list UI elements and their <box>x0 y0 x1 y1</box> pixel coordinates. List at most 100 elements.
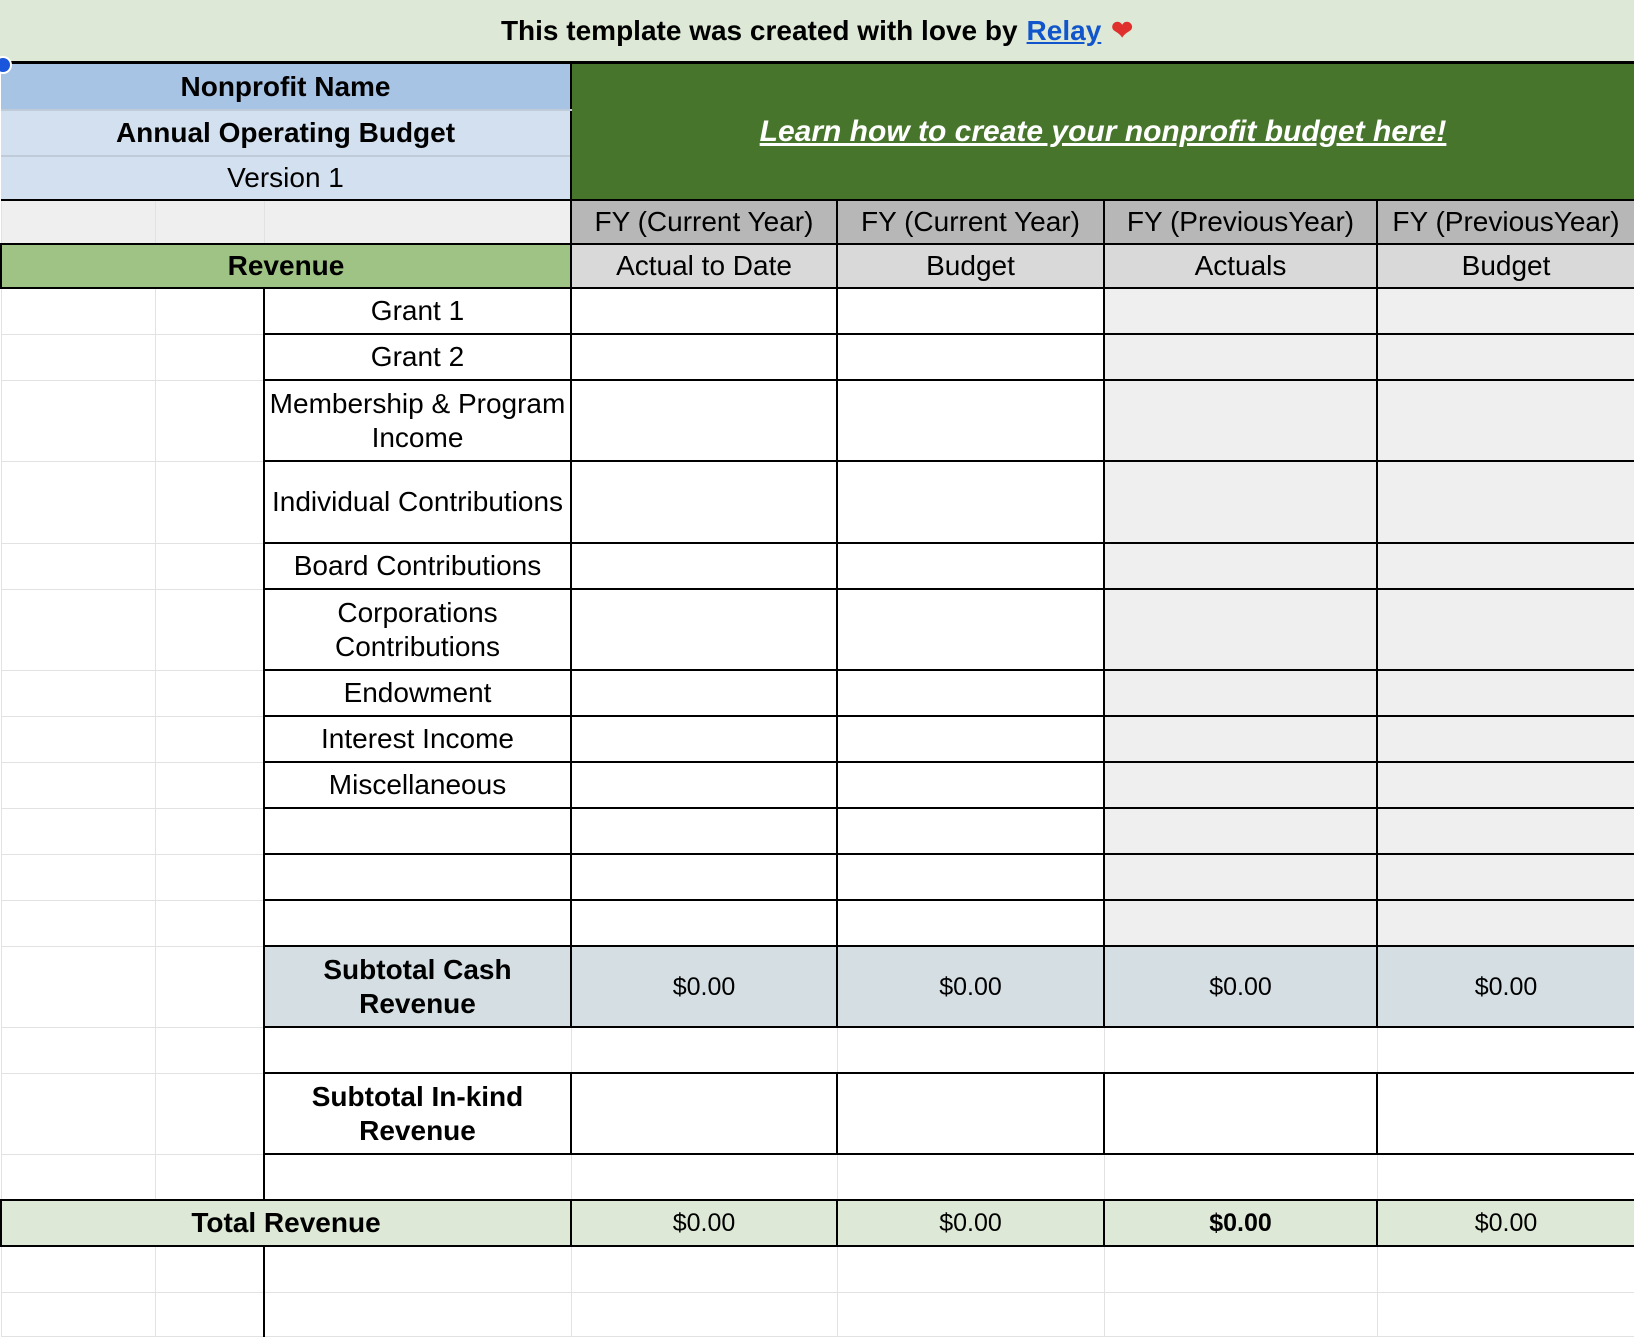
cell[interactable] <box>0 899 156 947</box>
subtotal-inkind-value[interactable] <box>836 1072 1105 1155</box>
total-revenue-value[interactable]: $0.00 <box>1375 1199 1634 1247</box>
value-cell[interactable] <box>1375 807 1634 855</box>
subtotal-inkind-label[interactable]: Subtotal In-kind Revenue <box>263 1072 572 1155</box>
cell[interactable] <box>570 1153 838 1201</box>
cell[interactable] <box>0 1291 156 1337</box>
subtotal-cash-value[interactable]: $0.00 <box>1375 945 1634 1028</box>
value-cell[interactable] <box>1103 588 1378 671</box>
column-year-header[interactable]: FY (Current Year) <box>570 199 838 245</box>
value-cell[interactable] <box>570 761 838 809</box>
row-label[interactable]: Grant 1 <box>263 287 572 335</box>
column-type-header[interactable]: Actuals <box>1103 243 1378 289</box>
value-cell[interactable] <box>570 807 838 855</box>
value-cell[interactable] <box>836 542 1105 590</box>
value-cell[interactable] <box>836 899 1105 947</box>
cell[interactable] <box>263 199 572 245</box>
learn-link-cell[interactable]: Learn how to create your nonprofit budge… <box>569 64 1634 201</box>
cell[interactable] <box>0 761 156 809</box>
total-revenue-value[interactable]: $0.00 <box>1103 1199 1378 1247</box>
selection-handle[interactable] <box>0 56 12 74</box>
value-cell[interactable] <box>1103 460 1378 544</box>
value-cell[interactable] <box>570 379 838 462</box>
value-cell[interactable] <box>1375 460 1634 544</box>
row-label[interactable]: Corporations Contributions <box>263 588 572 671</box>
value-cell[interactable] <box>570 542 838 590</box>
value-cell[interactable] <box>836 669 1105 717</box>
cell[interactable] <box>154 460 265 544</box>
cell[interactable] <box>1103 1245 1378 1293</box>
value-cell[interactable] <box>1103 287 1378 335</box>
value-cell[interactable] <box>836 588 1105 671</box>
value-cell[interactable] <box>570 669 838 717</box>
value-cell[interactable] <box>1103 899 1378 947</box>
section-revenue[interactable]: Revenue <box>0 243 572 289</box>
cell[interactable] <box>0 945 156 1028</box>
cell[interactable] <box>154 807 265 855</box>
row-label[interactable] <box>263 853 572 901</box>
value-cell[interactable] <box>1103 761 1378 809</box>
value-cell[interactable] <box>836 853 1105 901</box>
value-cell[interactable] <box>570 333 838 381</box>
cell[interactable] <box>0 715 156 763</box>
cell[interactable] <box>1376 1245 1634 1293</box>
subtotal-cash-value[interactable]: $0.00 <box>1103 945 1378 1028</box>
budget-title[interactable]: Annual Operating Budget <box>1 110 571 157</box>
column-type-header[interactable]: Budget <box>1375 243 1634 289</box>
row-label[interactable] <box>263 899 572 947</box>
cell[interactable] <box>570 1245 838 1293</box>
value-cell[interactable] <box>836 333 1105 381</box>
subtotal-inkind-value[interactable] <box>570 1072 838 1155</box>
value-cell[interactable] <box>570 588 838 671</box>
subtotal-cash-value[interactable]: $0.00 <box>570 945 838 1028</box>
total-revenue-value[interactable]: $0.00 <box>836 1199 1105 1247</box>
row-label[interactable]: Membership & Program Income <box>263 379 572 462</box>
value-cell[interactable] <box>1103 807 1378 855</box>
row-label[interactable]: Interest Income <box>263 715 572 763</box>
subtotal-cash-value[interactable]: $0.00 <box>836 945 1105 1028</box>
cell[interactable] <box>0 460 156 544</box>
cell[interactable] <box>1376 1026 1634 1074</box>
subtotal-cash-label[interactable]: Subtotal Cash Revenue <box>263 945 572 1028</box>
cell[interactable] <box>1376 1153 1634 1201</box>
cell[interactable] <box>154 1153 265 1201</box>
cell[interactable] <box>836 1291 1105 1337</box>
cell[interactable] <box>0 853 156 901</box>
cell[interactable] <box>263 1026 572 1074</box>
value-cell[interactable] <box>1103 853 1378 901</box>
column-year-header[interactable]: FY (PreviousYear) <box>1103 199 1378 245</box>
cell[interactable] <box>1103 1026 1378 1074</box>
cell[interactable] <box>0 669 156 717</box>
cell[interactable] <box>0 1072 156 1155</box>
cell[interactable] <box>154 1245 265 1293</box>
row-label[interactable]: Miscellaneous <box>263 761 572 809</box>
cell[interactable] <box>154 761 265 809</box>
cell[interactable] <box>154 588 265 671</box>
cell[interactable] <box>263 1153 572 1201</box>
value-cell[interactable] <box>836 715 1105 763</box>
row-label[interactable] <box>263 807 572 855</box>
row-label[interactable]: Board Contributions <box>263 542 572 590</box>
cell[interactable] <box>0 199 156 245</box>
cell[interactable] <box>0 542 156 590</box>
cell[interactable] <box>570 1026 838 1074</box>
column-type-header[interactable]: Budget <box>836 243 1105 289</box>
learn-link[interactable]: Learn how to create your nonprofit budge… <box>759 114 1447 148</box>
cell[interactable] <box>154 945 265 1028</box>
cell[interactable] <box>263 1291 572 1337</box>
cell[interactable] <box>154 715 265 763</box>
value-cell[interactable] <box>570 853 838 901</box>
value-cell[interactable] <box>1375 333 1634 381</box>
cell[interactable] <box>154 333 265 381</box>
cell[interactable] <box>154 199 265 245</box>
value-cell[interactable] <box>1375 287 1634 335</box>
row-label[interactable]: Individual Contributions <box>263 460 572 544</box>
version-label[interactable]: Version 1 <box>1 156 571 200</box>
column-year-header[interactable]: FY (PreviousYear) <box>1375 199 1634 245</box>
value-cell[interactable] <box>1103 542 1378 590</box>
value-cell[interactable] <box>836 761 1105 809</box>
cell[interactable] <box>0 807 156 855</box>
value-cell[interactable] <box>836 287 1105 335</box>
cell[interactable] <box>0 379 156 462</box>
value-cell[interactable] <box>1375 853 1634 901</box>
value-cell[interactable] <box>1375 542 1634 590</box>
